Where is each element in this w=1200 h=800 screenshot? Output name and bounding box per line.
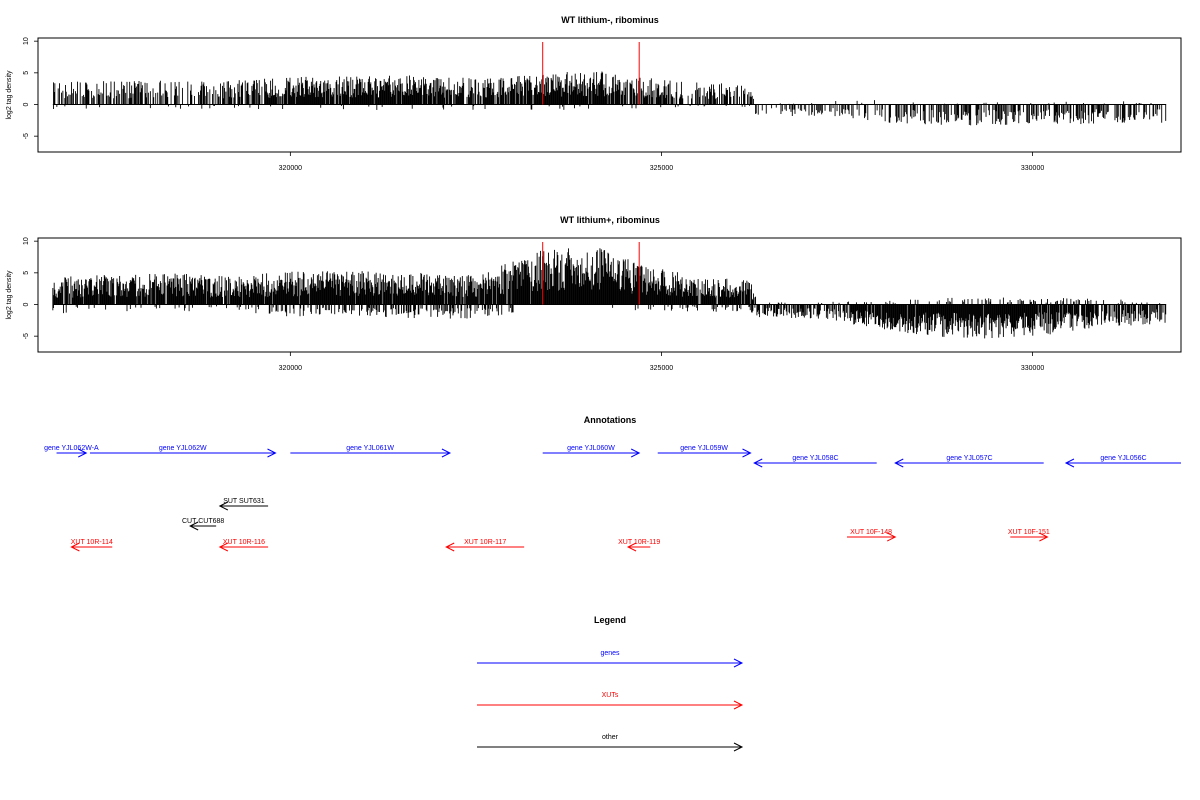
feature-label: XUT 10R-119 [618, 539, 660, 546]
feature-label: XUT 10F-151 [1008, 529, 1050, 536]
feature-label: CUT CUT688 [182, 518, 224, 525]
y-tick-label: -5 [23, 333, 30, 339]
feature-arrow-head [267, 448, 277, 458]
feature-arrow-head [894, 458, 904, 468]
legend-item-label: XUTs [602, 692, 619, 699]
y-tick-label: 10 [23, 37, 30, 45]
feature-label: XUT 10R-117 [464, 539, 506, 546]
feature-label: XUT 10R-114 [71, 539, 113, 546]
feature-arrow-head [753, 458, 763, 468]
feature-label: gene YJL058C [792, 455, 838, 462]
feature-label: gene YJL062W-A [44, 445, 99, 452]
legend-title: Legend [594, 615, 626, 625]
feature-arrow-head [189, 521, 199, 531]
x-tick-label: 320000 [279, 165, 302, 172]
feature-label: XUT 10F-148 [850, 529, 892, 536]
chart-title: WT lithium-, ribominus [561, 15, 659, 25]
feature-arrow-head [218, 542, 229, 552]
legend-arrow-head [733, 742, 744, 752]
feature-arrow-head [742, 448, 752, 458]
plot-frame [37, 237, 1182, 353]
feature-label: SUT SUT631 [223, 498, 265, 505]
legend-arrow-head [733, 658, 744, 668]
legend-item-label: genes [600, 650, 620, 657]
panel-lithium-minus: WT lithium-, ribominus log2 tag density -5… [6, 15, 1182, 172]
y-tick-label: 0 [23, 102, 30, 106]
y-tick-label: 5 [23, 71, 30, 75]
plot-frame [37, 37, 1182, 153]
density-bars [52, 248, 1167, 339]
feature-label: gene YJL057C [946, 455, 992, 462]
y-tick-label: 5 [23, 271, 30, 275]
feature-arrow-head [630, 448, 641, 458]
feature-label: gene YJL060W [567, 445, 615, 452]
feature-arrow-head [1039, 532, 1049, 542]
y-tick-label: 0 [23, 302, 30, 306]
feature-label: gene YJL059W [680, 445, 728, 452]
feature-label: gene YJL056C [1100, 455, 1146, 462]
feature-label: gene YJL061W [346, 445, 394, 452]
x-tick-label: 330000 [1021, 365, 1044, 372]
x-tick-label: 325000 [650, 165, 673, 172]
legend-arrow-head [733, 700, 744, 710]
annotations-track: Annotations gene YJL062W-A gene YJL062W gen… [44, 415, 1181, 552]
density-bars [53, 71, 1167, 126]
feature-arrow-head [445, 542, 455, 552]
x-tick-label: 330000 [1021, 165, 1044, 172]
panel-lithium-plus: WT lithium+, ribominus log2 tag density -5… [6, 215, 1182, 372]
y-tick-label: 10 [23, 237, 30, 245]
feature-arrow-head [441, 448, 452, 458]
feature-arrow-head [1064, 458, 1075, 468]
legend-item-label: other [602, 734, 619, 741]
y-axis-label: log2 tag density [6, 270, 13, 320]
feature-arrow-head [78, 448, 88, 458]
x-tick-label: 325000 [650, 365, 673, 372]
legend: Legend genes XUTs other [477, 615, 744, 752]
chart-title: WT lithium+, ribominus [560, 215, 660, 225]
y-axis-label: log2 tag density [6, 70, 13, 120]
x-tick-label: 320000 [279, 365, 302, 372]
feature-arrow-head [887, 532, 897, 542]
y-tick-label: -5 [23, 133, 30, 139]
feature-arrow-head [218, 501, 229, 511]
feature-arrow-head [70, 542, 80, 552]
feature-label: gene YJL062W [159, 445, 207, 452]
feature-label: XUT 10R-116 [223, 539, 265, 546]
feature-arrow-head [626, 542, 637, 552]
annotations-title: Annotations [584, 415, 637, 425]
